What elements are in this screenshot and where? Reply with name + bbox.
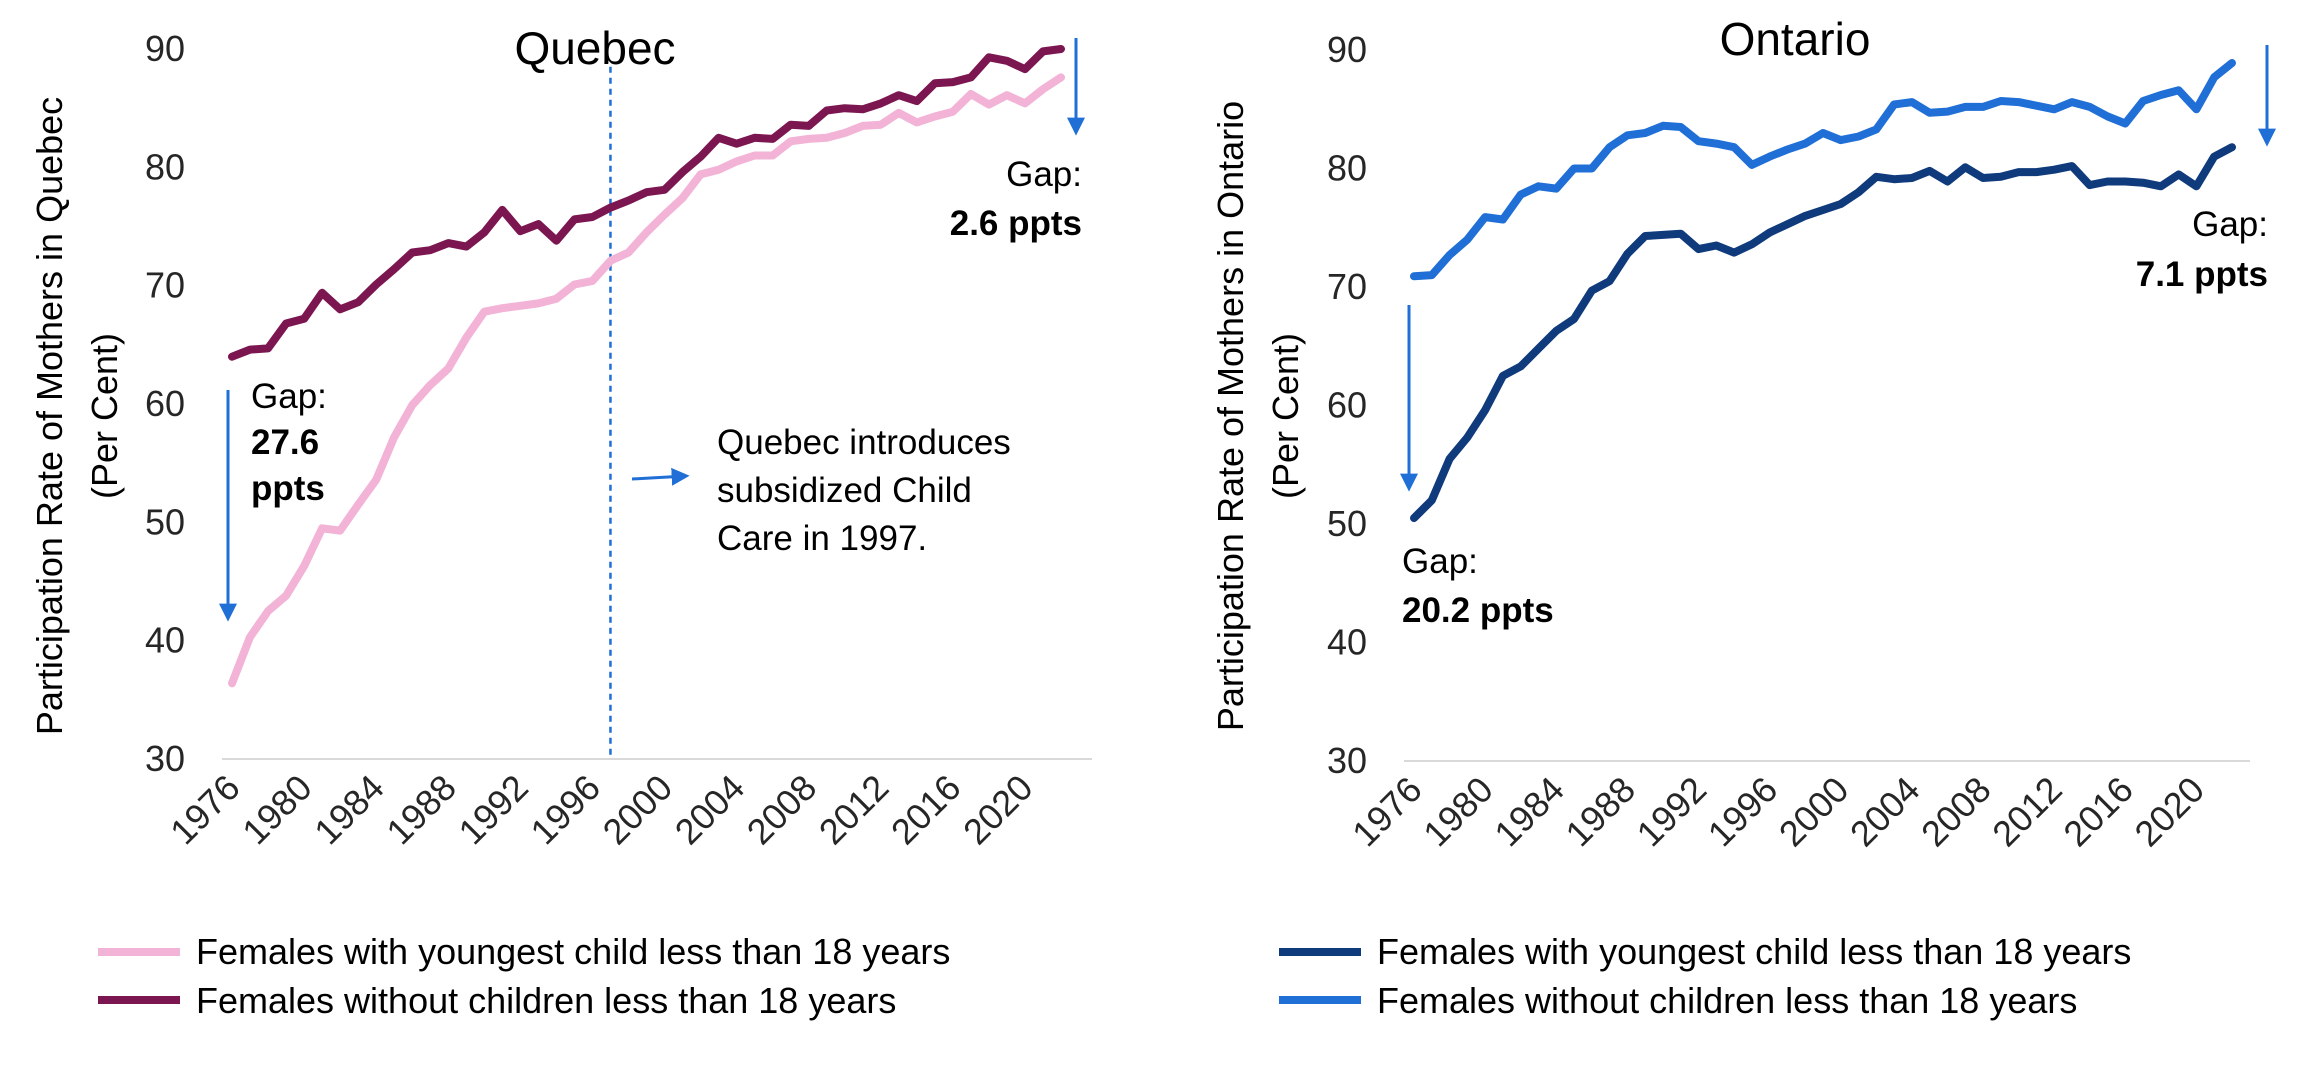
y-tick-label: 60	[145, 383, 185, 424]
quebec-panel: Quebec Participation Rate of Mothers in …	[29, 22, 1092, 1021]
x-tick-label: 1980	[234, 767, 320, 853]
ontario-ylabel-line1: Participation Rate of Mothers in Ontario	[1210, 101, 1251, 731]
y-tick-label: 30	[1327, 740, 1367, 781]
y-tick-label: 30	[145, 738, 185, 779]
x-tick-label: 1984	[306, 767, 392, 853]
y-tick-label: 70	[145, 265, 185, 306]
ontario-panel: Ontario Participation Rate of Mothers in…	[1210, 13, 2276, 1021]
ontario-ylabel-line2: (Per Cent)	[1265, 333, 1306, 499]
ontario-gap-end-label: Gap:	[2192, 205, 2268, 244]
x-tick-label: 1976	[162, 767, 248, 853]
quebec-gap-start-label: Gap:	[251, 377, 327, 416]
x-tick-label: 1996	[1700, 769, 1786, 855]
x-tick-label: 1976	[1344, 769, 1430, 855]
x-tick-label: 1980	[1415, 769, 1501, 855]
y-tick-label: 90	[1327, 29, 1367, 70]
quebec-x-ticks: 1976198019841988199219962000200420082012…	[162, 767, 1041, 853]
y-tick-label: 90	[145, 28, 185, 69]
ontario-series	[1410, 59, 2236, 523]
series-line-with-children	[228, 73, 1065, 688]
quebec-title: Quebec	[514, 22, 675, 74]
x-tick-label: 2020	[2126, 769, 2212, 855]
policy-arrow	[631, 467, 690, 486]
policy-note-line3: Care in 1997.	[717, 519, 927, 558]
quebec-series	[228, 45, 1065, 688]
quebec-ylabel-line1: Participation Rate of Mothers in Quebec	[29, 97, 70, 735]
quebec-ylabel-line2: (Per Cent)	[84, 333, 125, 499]
x-tick-label: 1984	[1486, 769, 1572, 855]
x-tick-label: 1992	[1629, 769, 1715, 855]
y-tick-label: 40	[145, 620, 185, 661]
ontario-gap-end-value: 7.1 ppts	[2136, 255, 2268, 294]
x-tick-label: 2016	[883, 767, 969, 853]
quebec-gap-start-unit: ppts	[251, 469, 325, 508]
y-tick-label: 70	[1327, 266, 1367, 307]
x-tick-label: 2004	[1842, 769, 1928, 855]
ontario-y-ticks: 30 40 50 60 70 80 90	[1327, 29, 1367, 781]
quebec-legend: Females with youngest child less than 18…	[98, 931, 950, 1021]
policy-note-line2: subsidized Child	[717, 471, 972, 510]
quebec-gap-start-value: 27.6	[251, 423, 319, 462]
y-tick-label: 80	[145, 146, 185, 187]
x-tick-label: 2016	[2055, 769, 2141, 855]
ontario-legend: Females with youngest child less than 18…	[1279, 931, 2131, 1021]
quebec-y-ticks: 30 40 50 60 70 80 90	[145, 28, 185, 779]
quebec-legend-label-1: Females with youngest child less than 18…	[196, 931, 950, 972]
y-tick-label: 40	[1327, 622, 1367, 663]
ontario-gap-start-value: 20.2 ppts	[1402, 591, 1554, 630]
x-tick-label: 1996	[522, 767, 608, 853]
y-tick-label: 50	[145, 501, 185, 542]
x-tick-label: 2012	[811, 767, 897, 853]
quebec-gap-end-value: 2.6 ppts	[950, 204, 1082, 243]
y-tick-label: 50	[1327, 503, 1367, 544]
series-line-with-children	[1410, 143, 2236, 523]
x-tick-label: 1988	[1557, 769, 1643, 855]
quebec-gap-end-label: Gap:	[1006, 155, 1082, 194]
series-line-without-children	[228, 45, 1065, 361]
ontario-legend-label-1: Females with youngest child less than 18…	[1377, 931, 2131, 972]
x-tick-label: 1988	[378, 767, 464, 853]
series-line-without-children	[1410, 59, 2236, 281]
x-tick-label: 2012	[1984, 769, 2070, 855]
ontario-x-ticks: 1976198019841988199219962000200420082012…	[1344, 769, 2212, 855]
y-tick-label: 80	[1327, 148, 1367, 189]
x-tick-label: 2004	[667, 767, 753, 853]
ontario-gap-start-label: Gap:	[1402, 542, 1478, 581]
ontario-legend-label-2: Females without children less than 18 ye…	[1377, 980, 2077, 1021]
x-tick-label: 2000	[595, 767, 681, 853]
x-tick-label: 2008	[1913, 769, 1999, 855]
y-tick-label: 60	[1327, 385, 1367, 426]
x-tick-label: 1992	[450, 767, 536, 853]
x-tick-label: 2000	[1771, 769, 1857, 855]
quebec-legend-label-2: Females without children less than 18 ye…	[196, 980, 896, 1021]
x-tick-label: 2020	[955, 767, 1041, 853]
ontario-title: Ontario	[1720, 13, 1871, 65]
x-tick-label: 2008	[739, 767, 825, 853]
policy-note-line1: Quebec introduces	[717, 423, 1011, 462]
